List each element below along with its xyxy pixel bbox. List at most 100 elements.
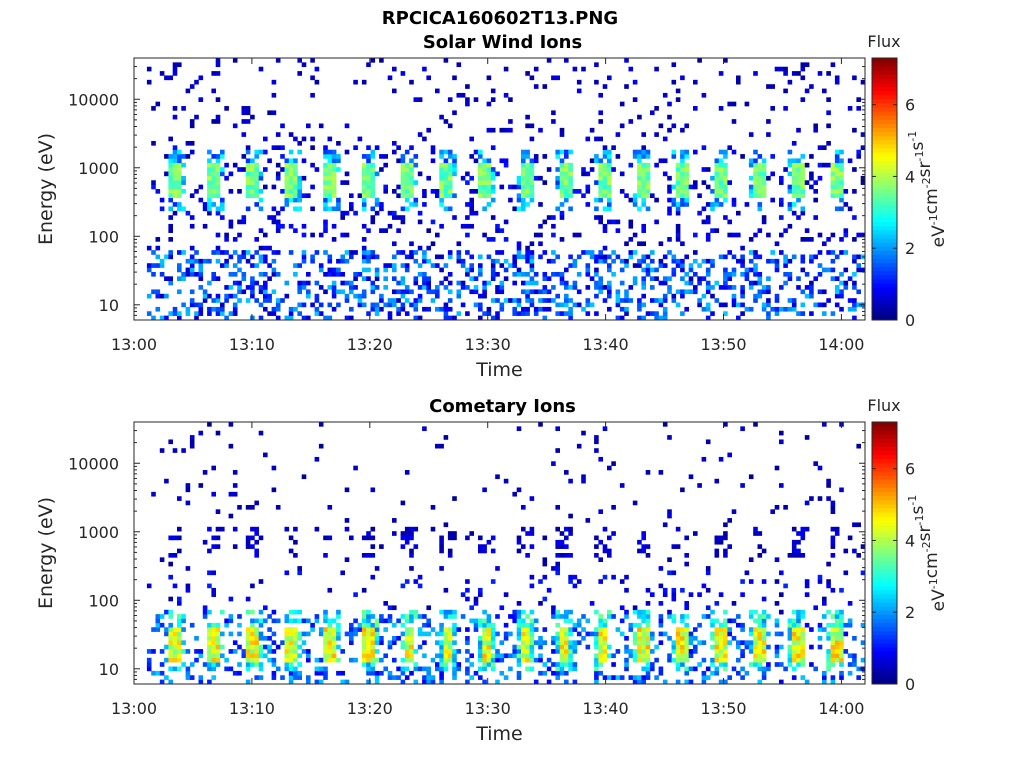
spectrogram-cell <box>770 171 775 177</box>
spectrogram-cell <box>323 219 328 225</box>
spectrogram-cell <box>288 306 294 312</box>
spectrogram-cell <box>533 640 539 645</box>
spectrogram-cell <box>228 285 234 290</box>
spectrogram-cell <box>555 504 560 510</box>
spectrogram-cell <box>723 531 728 536</box>
spectrogram-cell <box>349 289 354 295</box>
spectrogram-cell <box>847 601 853 606</box>
spectrogram-cell <box>714 601 720 606</box>
spectrogram-cell <box>748 579 754 584</box>
spectrogram-cell <box>529 258 535 264</box>
spectrogram-cell <box>645 544 651 549</box>
colorbar-segment <box>872 287 897 292</box>
spectrogram-cell <box>757 653 763 659</box>
spectrogram-cell <box>353 631 358 637</box>
spectrogram-cell <box>727 627 732 632</box>
spectrogram-cell <box>207 167 212 172</box>
spectrogram-cell <box>211 175 216 181</box>
spectrogram-cell <box>207 422 212 427</box>
spectrogram-cell <box>508 298 513 303</box>
spectrogram-cell <box>168 237 173 242</box>
spectrogram-cell <box>288 175 294 181</box>
spectrogram-cell <box>409 171 414 177</box>
spectrogram-cell <box>443 189 449 194</box>
spectrogram-cell <box>753 649 758 654</box>
spectrogram-cell <box>331 193 337 199</box>
spectrogram-cell <box>856 443 861 449</box>
spectrogram-cell <box>404 149 410 155</box>
spectrogram-cell <box>465 649 470 654</box>
spectrogram-cell <box>624 666 629 672</box>
spectrogram-cell <box>392 605 397 611</box>
spectrogram-cell <box>748 250 754 255</box>
spectrogram-cell <box>327 175 333 181</box>
spectrogram-cell <box>314 618 320 624</box>
spectrogram-cell <box>232 162 238 168</box>
spectrogram-cell <box>813 197 818 203</box>
spectrogram-cell <box>602 175 608 181</box>
spectrogram-cell <box>211 306 216 312</box>
spectrogram-cell <box>718 149 724 155</box>
spectrogram-cell <box>482 618 487 624</box>
spectrogram-cell <box>439 609 444 615</box>
spectrogram-cell <box>361 162 367 168</box>
spectrogram-cell <box>417 285 423 290</box>
spectrogram-cell <box>232 306 238 312</box>
spectrogram-cell <box>366 635 371 641</box>
spectrogram-cell <box>847 653 853 659</box>
spectrogram-cell <box>804 237 810 242</box>
spectrogram-cell <box>151 491 156 497</box>
spectrogram-cell <box>426 289 431 295</box>
spectrogram-cell <box>202 206 208 212</box>
spectrogram-cell <box>275 132 281 137</box>
spectrogram-cell <box>241 154 247 159</box>
spectrogram-cell <box>439 193 444 199</box>
spectrogram-cell <box>177 167 182 172</box>
spectrogram-cell <box>392 215 397 220</box>
spectrogram-cell <box>482 609 487 615</box>
spectrogram-cell <box>731 298 737 303</box>
spectrogram-cell <box>525 280 530 286</box>
spectrogram-cell <box>791 202 797 207</box>
spectrogram-cell <box>172 202 178 207</box>
spectrogram-cell <box>757 167 763 172</box>
spectrogram-cell <box>680 180 685 185</box>
spectrogram-cell <box>693 531 698 536</box>
spectrogram-cell <box>293 653 298 659</box>
spectrogram-cell <box>413 250 419 255</box>
spectrogram-cell <box>215 175 221 181</box>
spectrogram-cell <box>370 526 376 532</box>
spectrogram-cell <box>297 197 302 203</box>
spectrogram-cell <box>297 180 302 185</box>
spectrogram-cell <box>177 250 182 255</box>
spectrogram-cell <box>452 496 457 501</box>
spectrogram-cell <box>323 315 328 321</box>
colorbar-segment <box>872 675 897 681</box>
spectrogram-cell <box>684 271 689 277</box>
spectrogram-cell <box>146 311 152 316</box>
spectrogram-cell <box>512 306 517 312</box>
spectrogram-cell <box>478 635 483 641</box>
spectrogram-cell <box>856 675 861 680</box>
spectrogram-cell <box>839 237 844 242</box>
spectrogram-cell <box>594 448 599 453</box>
spectrogram-cell <box>834 640 840 645</box>
spectrogram-cell <box>847 158 853 164</box>
spectrogram-cell <box>366 228 371 233</box>
spectrogram-cell <box>714 478 720 484</box>
spectrogram-cell <box>452 631 457 637</box>
spectrogram-cell <box>607 553 612 558</box>
colorbar-segment <box>872 643 897 648</box>
spectrogram-cell <box>748 184 754 190</box>
spectrogram-cell <box>392 302 397 308</box>
spectrogram-cell <box>766 119 771 124</box>
spectrogram-cell <box>439 627 444 632</box>
spectrogram-cell <box>594 285 599 290</box>
spectrogram-cell <box>761 306 767 312</box>
spectrogram-cell <box>245 145 251 150</box>
spectrogram-cell <box>422 426 427 432</box>
spectrogram-cell <box>245 119 251 124</box>
spectrogram-cell <box>538 175 543 181</box>
x-tick-label: 13:30 <box>465 699 511 718</box>
spectrogram-cell <box>422 202 427 207</box>
